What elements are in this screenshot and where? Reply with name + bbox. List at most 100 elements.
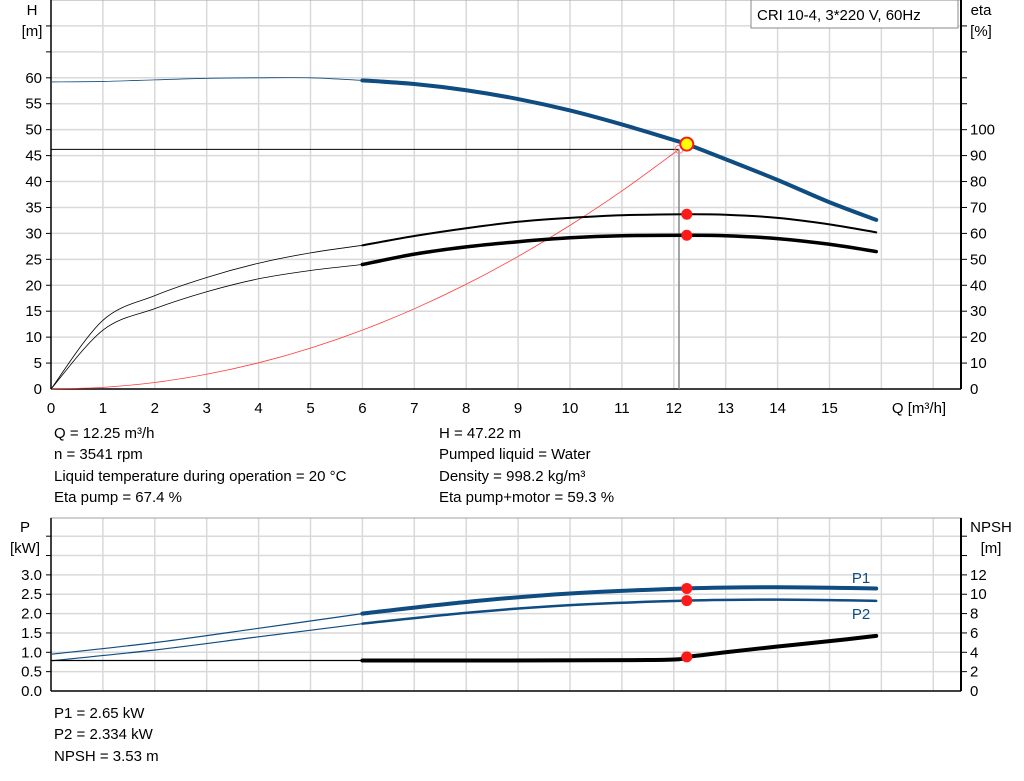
y-left-tick-label: 30 <box>25 225 42 242</box>
y-right-tick-label: 90 <box>970 148 987 165</box>
y-left-tick-label: 1.0 <box>21 644 42 661</box>
y-right-tick-label: 50 <box>970 251 987 268</box>
info-liquid: Pumped liquid = Water <box>439 446 591 464</box>
y-left-tick-label: 55 <box>25 96 42 113</box>
x-tick-label: 7 <box>410 400 418 417</box>
y-left-tick-label: 0.0 <box>21 683 42 700</box>
y-left-tick-label: 50 <box>25 122 42 139</box>
y-left-tick-label: 60 <box>25 70 42 87</box>
info-eta-pump: Eta pump = 67.4 % <box>54 488 182 506</box>
p1-curve-label: P1 <box>852 570 870 587</box>
y-right-tick-label: 10 <box>970 586 987 603</box>
x-tick-label: 4 <box>254 400 262 417</box>
y-left-tick-label: 5 <box>34 355 42 372</box>
duty-point-head <box>679 136 695 152</box>
y-left-tick-label: 35 <box>25 199 42 216</box>
curve-p2 <box>361 598 878 625</box>
info-speed: n = 3541 rpm <box>54 446 143 464</box>
info-left: Q = 12.25 m³/h n = 3541 rpm Liquid tempe… <box>54 423 346 508</box>
y-right-tick-label: 80 <box>970 174 987 191</box>
x-tick-label: 8 <box>462 400 470 417</box>
curve-npsh <box>360 633 879 663</box>
y-right-tick-label: 40 <box>970 277 987 294</box>
x-tick-label: 10 <box>562 400 579 417</box>
duty-point-npsh <box>681 651 693 663</box>
p2-curve-label: P2 <box>852 606 870 623</box>
y-right-tick-label: 8 <box>970 606 978 623</box>
y-left-tick-label: 40 <box>25 174 42 191</box>
system-curve <box>50 149 680 390</box>
y-left-tick-label: 15 <box>25 303 42 320</box>
x-tick-label: 11 <box>614 400 630 417</box>
plot-frame <box>50 0 962 390</box>
y-left-axis-label: H <box>27 2 38 19</box>
y-left-tick-label: 1.5 <box>21 625 42 642</box>
y-left-tick-label: 45 <box>25 148 42 165</box>
chart-title: CRI 10-4, 3*220 V, 60Hz <box>757 7 921 24</box>
y-right-axis-label: NPSH <box>970 519 1012 536</box>
curve-eta-pump <box>361 213 878 247</box>
duty-point-eta-pump-motor <box>681 229 693 241</box>
curve-p2-extrapolated <box>50 623 363 662</box>
y-right-axis-unit: [%] <box>970 23 992 40</box>
x-tick-label: 2 <box>151 400 159 417</box>
x-tick-label: 15 <box>821 400 838 417</box>
y-right-axis-unit: [m] <box>981 540 1002 557</box>
info-bottom: P1 = 2.65 kW P2 = 2.334 kW NPSH = 3.53 m <box>54 703 159 767</box>
y-left-axis-unit: [kW] <box>10 540 40 557</box>
x-tick-label: 3 <box>203 400 211 417</box>
y-left-tick-label: 20 <box>25 277 42 294</box>
x-tick-label: 5 <box>306 400 314 417</box>
duty-point-p1 <box>681 582 693 594</box>
y-left-tick-label: 2.0 <box>21 606 42 623</box>
y-right-tick-label: 30 <box>970 303 987 320</box>
info-head: H = 47.22 m <box>439 425 522 442</box>
x-tick-label: 9 <box>514 400 522 417</box>
info-temperature: Liquid temperature during operation = 20… <box>54 467 347 485</box>
duty-point-eta-pump <box>681 208 693 220</box>
curve-H <box>360 78 879 222</box>
duty-point-p2 <box>681 595 693 607</box>
y-right-tick-label: 0 <box>970 683 978 700</box>
y-left-tick-label: 0.5 <box>21 664 42 681</box>
y-right-tick-label: 0 <box>970 381 978 398</box>
x-axis-label: Q [m³/h] <box>892 400 946 417</box>
y-left-tick-label: 3.0 <box>21 567 42 584</box>
info-right: H = 47.22 m Pumped liquid = Water Densit… <box>439 423 614 508</box>
y-right-tick-label: 100 <box>970 122 995 139</box>
y-left-tick-label: 2.5 <box>21 586 42 603</box>
y-left-tick-label: 0 <box>34 381 42 398</box>
x-tick-label: 0 <box>47 400 55 417</box>
info-npsh: NPSH = 3.53 m <box>54 747 159 765</box>
y-left-axis-label: P <box>20 519 30 536</box>
y-right-tick-label: 12 <box>970 567 987 584</box>
legend-box <box>750 0 959 29</box>
y-right-tick-label: 70 <box>970 199 987 216</box>
curve-eta-pump-extrapolated <box>50 244 363 390</box>
x-tick-label: 1 <box>99 400 107 417</box>
y-left-tick-label: 25 <box>25 251 42 268</box>
y-right-tick-label: 20 <box>970 329 987 346</box>
y-right-tick-label: 10 <box>970 355 987 372</box>
y-right-tick-label: 60 <box>970 225 987 242</box>
info-density: Density = 998.2 kg/m³ <box>439 467 586 485</box>
plot-frame <box>50 517 962 692</box>
x-tick-label: 13 <box>717 400 734 417</box>
x-tick-label: 14 <box>769 400 786 417</box>
curve-p1 <box>360 585 879 616</box>
curve-eta-pump-motor <box>360 233 878 267</box>
y-right-tick-label: 6 <box>970 625 978 642</box>
info-p2: P2 = 2.334 kW <box>54 726 153 744</box>
curve-p1-extrapolated <box>50 613 363 655</box>
info-p1: P1 = 2.65 kW <box>54 705 145 722</box>
y-right-tick-label: 4 <box>970 644 978 661</box>
curve-H-extrapolated <box>50 77 363 83</box>
y-right-axis-label: eta <box>971 2 993 19</box>
info-eta-pump-motor: Eta pump+motor = 59.3 % <box>439 488 615 506</box>
y-left-axis-unit: [m] <box>22 23 43 40</box>
info-flow: Q = 12.25 m³/h <box>54 425 155 442</box>
x-tick-label: 12 <box>665 400 682 417</box>
curve-eta-pump-motor-extrapolated <box>50 264 363 390</box>
x-tick-label: 6 <box>358 400 366 417</box>
